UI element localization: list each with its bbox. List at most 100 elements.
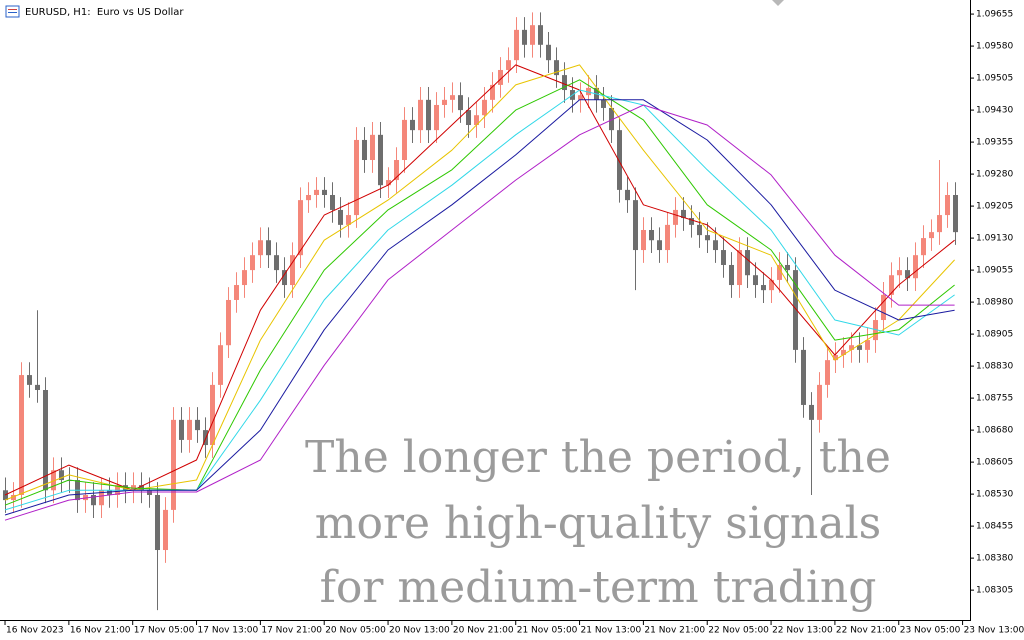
candle-body (801, 349, 806, 405)
moving-average-line (4, 99, 955, 516)
x-tick-label: 21 Nov 13:00 (581, 626, 642, 636)
candle-body (889, 275, 894, 295)
candle-body (905, 270, 910, 279)
candle-body (234, 285, 239, 300)
candle-body (745, 250, 750, 276)
candle-body (490, 84, 495, 100)
candle-body (59, 470, 64, 481)
candle-body (322, 189, 327, 196)
candle-body (362, 139, 367, 161)
annotation-line: more high-quality signals (315, 498, 882, 549)
moving-average-line (4, 79, 955, 506)
candle-body (266, 240, 271, 256)
candle-body (99, 490, 104, 506)
x-tick-label: 16 Nov 21:00 (70, 626, 131, 636)
candle-body (601, 99, 606, 108)
candle-body (410, 119, 415, 131)
y-tick-label: 1.08530 (976, 490, 1013, 500)
candle-body (849, 345, 854, 350)
candle-body (250, 255, 255, 271)
candle-body (609, 107, 614, 131)
x-tick-label: 16 Nov 2023 (6, 626, 64, 636)
candle-body (953, 195, 958, 233)
candle-body (657, 240, 662, 251)
candle-body (306, 195, 311, 201)
candle-body (929, 232, 934, 239)
y-tick-label: 1.09655 (976, 10, 1013, 20)
candle-body (633, 200, 638, 251)
candle-body (705, 235, 710, 241)
candle-body (530, 25, 535, 45)
candle-body (107, 490, 112, 495)
candle-body (370, 134, 375, 161)
candle-body (442, 99, 447, 105)
candle-body (865, 340, 870, 350)
candle-body (817, 384, 822, 420)
x-tick-label: 17 Nov 05:00 (134, 626, 195, 636)
candle-body (681, 209, 686, 219)
candle-body (394, 160, 399, 181)
x-tick-label: 23 Nov 05:00 (900, 626, 961, 636)
candle-body (450, 95, 455, 100)
candle-body (586, 87, 591, 96)
candle-body (482, 99, 487, 116)
y-tick-label: 1.08905 (976, 330, 1013, 340)
annotation-line: for medium-term trading (320, 562, 877, 613)
x-tick-label: 17 Nov 13:00 (198, 626, 259, 636)
candle-body (522, 29, 527, 45)
candle-body (506, 60, 511, 70)
candle-body (753, 275, 758, 286)
candle-body (402, 119, 407, 161)
moving-average-line (4, 104, 955, 521)
candle-body (19, 375, 24, 495)
candle-body (713, 240, 718, 251)
x-tick-label: 22 Nov 05:00 (708, 626, 769, 636)
candle-body (729, 264, 734, 286)
candle-body (466, 110, 471, 126)
candle-body (641, 229, 646, 251)
y-tick-label: 1.08680 (976, 426, 1013, 436)
y-tick-label: 1.08605 (976, 458, 1013, 468)
candle-body (210, 384, 215, 446)
candle-body (945, 195, 950, 216)
candle-body (617, 130, 622, 190)
candle-body (546, 44, 551, 61)
moving-average-line (4, 64, 955, 496)
candle-body (921, 238, 926, 256)
candle-body (937, 215, 942, 233)
moving-average-line (4, 64, 955, 501)
candle-body (282, 270, 287, 286)
x-tick-label: 22 Nov 13:00 (772, 626, 833, 636)
x-tick-label: 20 Nov 21:00 (453, 626, 514, 636)
candle-body (554, 60, 559, 76)
x-tick-label: 20 Nov 13:00 (389, 626, 450, 636)
candle-body (665, 224, 670, 251)
candle-body (761, 285, 766, 291)
candle-body (187, 419, 192, 440)
y-tick-label: 1.09430 (976, 106, 1013, 116)
candle-body (578, 95, 583, 100)
candle-body (378, 134, 383, 186)
candle-body (737, 250, 742, 286)
candle-body (155, 494, 160, 551)
candle-body (514, 29, 519, 61)
candle-body (897, 270, 902, 276)
candle-body (769, 279, 774, 291)
y-tick-label: 1.09280 (976, 170, 1013, 180)
candle-body (179, 419, 184, 440)
y-tick-label: 1.08455 (976, 522, 1013, 532)
x-tick-label: 20 Nov 05:00 (325, 626, 386, 636)
candle-body (777, 264, 782, 280)
candle-body (649, 229, 654, 241)
y-tick-label: 1.09055 (976, 266, 1013, 276)
candle-body (857, 345, 862, 350)
candle-body (298, 200, 303, 256)
x-tick-label: 17 Nov 21:00 (261, 626, 322, 636)
candle-body (458, 95, 463, 111)
candle-body (218, 345, 223, 385)
chart-title: EURUSD, H1: Euro vs US Dollar (25, 7, 184, 18)
candle-body (721, 250, 726, 265)
x-tick-label: 21 Nov 05:00 (517, 626, 578, 636)
candle-body (91, 494, 96, 506)
